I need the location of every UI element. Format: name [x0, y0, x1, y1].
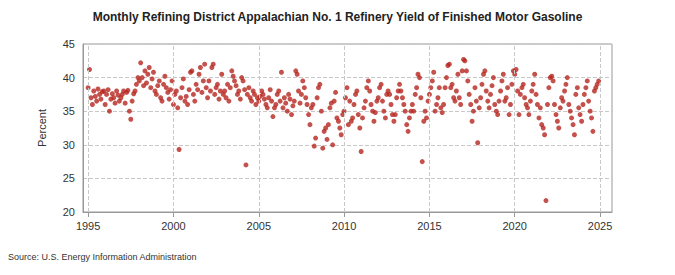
svg-text:25: 25: [63, 172, 75, 184]
svg-text:2015: 2015: [417, 220, 441, 232]
svg-text:2010: 2010: [332, 220, 356, 232]
svg-text:2025: 2025: [588, 220, 612, 232]
svg-text:Percent: Percent: [36, 109, 48, 147]
svg-text:40: 40: [63, 72, 75, 84]
svg-text:30: 30: [63, 139, 75, 151]
svg-text:1995: 1995: [76, 220, 100, 232]
svg-text:Monthly Refining District Appa: Monthly Refining District Appalachian No…: [93, 10, 583, 24]
svg-text:45: 45: [63, 38, 75, 50]
svg-text:2020: 2020: [502, 220, 526, 232]
svg-text:Source: U.S. Energy Informatio: Source: U.S. Energy Information Administ…: [8, 252, 197, 262]
svg-text:2005: 2005: [247, 220, 271, 232]
svg-text:20: 20: [63, 206, 75, 218]
svg-text:35: 35: [63, 105, 75, 117]
svg-text:2000: 2000: [161, 220, 185, 232]
